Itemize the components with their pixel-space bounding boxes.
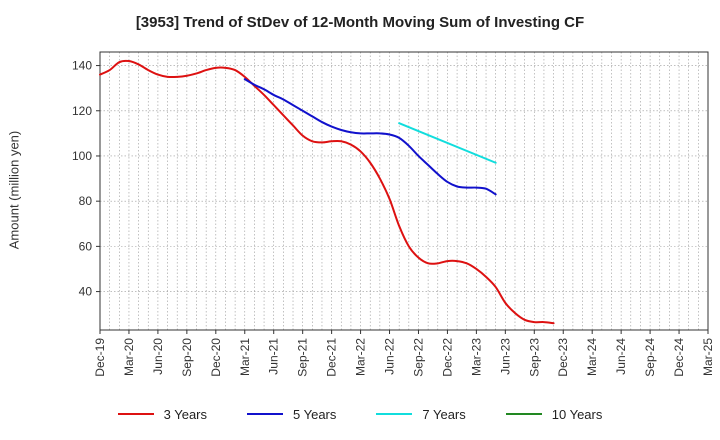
x-tick-label: Mar-24 <box>585 338 599 376</box>
x-tick-label: Sep-24 <box>643 338 657 377</box>
legend-swatch <box>505 413 542 415</box>
legend-label: 10 Years <box>551 406 603 422</box>
x-tick-label: Mar-20 <box>122 338 136 376</box>
x-tick-label: Sep-23 <box>527 338 541 377</box>
x-tick-label: Sep-22 <box>411 338 425 377</box>
x-tick-label: Jun-24 <box>614 338 628 375</box>
x-tick-label: Jun-22 <box>383 338 397 375</box>
y-tick-label: 120 <box>72 104 92 118</box>
x-tick-label: Sep-20 <box>180 338 194 377</box>
series-line-3-years <box>99 59 555 325</box>
x-tick-label: Jun-20 <box>151 338 165 375</box>
x-tick-label: Mar-25 <box>701 338 715 376</box>
x-tick-label: Mar-23 <box>469 338 483 376</box>
x-tick-label: Jun-21 <box>267 338 281 375</box>
x-tick-label: Dec-23 <box>556 338 570 377</box>
x-tick-label: Mar-22 <box>354 338 368 376</box>
plot-frame <box>99 51 709 331</box>
legend-item-10-years: 10 Years <box>505 406 603 422</box>
y-tick-label: 140 <box>72 59 92 73</box>
x-tick-label: Sep-21 <box>296 338 310 377</box>
chart-title: [3953] Trend of StDev of 12-Month Moving… <box>135 14 585 31</box>
x-tick-label: Mar-21 <box>238 338 252 376</box>
x-tick-label: Dec-22 <box>440 338 454 377</box>
legend-item-3-years: 3 Years <box>117 406 207 422</box>
legend: 3 Years 5 Years 7 Years 10 Years <box>0 404 720 424</box>
x-tick-label: Dec-21 <box>325 338 339 377</box>
legend-swatch <box>247 413 283 415</box>
y-tick-label: 80 <box>79 194 93 208</box>
legend-label: 5 Years <box>293 406 337 422</box>
legend-item-7-years: 7 Years <box>376 406 466 422</box>
series-line-7-years <box>398 122 497 164</box>
legend-label: 7 Years <box>422 406 466 422</box>
legend-swatch <box>117 413 154 415</box>
y-tick-label: 40 <box>79 285 93 299</box>
x-tick-label: Dec-20 <box>209 338 223 377</box>
x-tick-label: Dec-19 <box>93 338 107 377</box>
y-tick-label: 60 <box>79 239 93 253</box>
legend-label: 3 Years <box>163 406 207 422</box>
legend-swatch <box>376 413 413 415</box>
series-line-5-years <box>243 78 497 196</box>
x-tick-label: Jun-23 <box>498 338 512 375</box>
legend-item-5-years: 5 Years <box>247 407 336 422</box>
plot-background <box>100 52 708 330</box>
y-tick-label: 100 <box>72 149 92 163</box>
x-tick-label: Dec-24 <box>672 338 686 377</box>
